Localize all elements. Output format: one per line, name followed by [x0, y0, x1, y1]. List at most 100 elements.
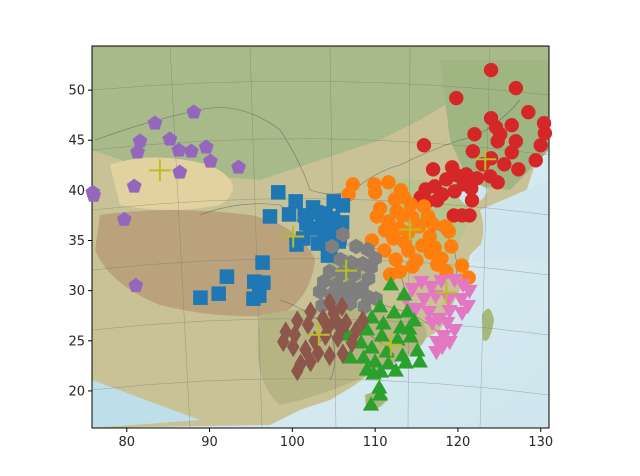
y-tick-label: 45 [68, 134, 85, 149]
data-point [465, 144, 481, 159]
data-point [147, 115, 163, 130]
axis-ticks: 80 90 100 110 120 130 20 25 30 35 40 45 50 [68, 84, 553, 450]
x-tick-label: 100 [280, 435, 305, 450]
data-point [281, 207, 297, 222]
data-point [339, 312, 353, 334]
data-point [219, 269, 235, 284]
data-point [405, 259, 420, 274]
data-point [404, 282, 421, 298]
data-point [311, 342, 325, 364]
data-point [497, 157, 512, 172]
data-point [336, 343, 350, 365]
taklamakan-desert [110, 157, 233, 210]
x-tick-label: 90 [201, 435, 218, 450]
data-point [504, 117, 519, 133]
x-tick-label: 120 [446, 435, 471, 450]
data-point [286, 336, 300, 358]
centroid-cross [379, 333, 402, 356]
data-point [246, 291, 261, 306]
data-point [367, 185, 383, 200]
data-point [382, 276, 400, 291]
data-point [381, 175, 396, 190]
data-point [345, 332, 359, 354]
bay-of-bengal [92, 380, 200, 428]
data-point [395, 286, 413, 301]
data-point [521, 104, 536, 120]
data-point [130, 144, 145, 159]
data-point [416, 138, 432, 153]
centroid-cross [148, 159, 171, 182]
data-point [358, 361, 376, 376]
data-point [363, 339, 381, 354]
data-point [319, 325, 332, 347]
y-tick-label: 30 [68, 284, 85, 299]
data-point [349, 238, 363, 255]
data-point [371, 298, 389, 313]
series-pentagon [85, 104, 246, 292]
data-point [295, 231, 311, 246]
data-point [409, 342, 426, 357]
centroid-cross [435, 281, 458, 304]
y-tick-label: 20 [68, 384, 85, 399]
centroid-cross [398, 218, 421, 241]
data-point [533, 138, 548, 153]
centroid-cross [335, 259, 358, 282]
data-point [380, 355, 397, 370]
data-point [397, 354, 415, 369]
data-point [288, 194, 303, 209]
data-point [262, 209, 278, 224]
data-point [375, 315, 392, 330]
data-point [373, 327, 391, 342]
data-point [126, 178, 142, 193]
data-point [399, 303, 416, 318]
data-point [490, 133, 505, 149]
centroid-cross [307, 323, 330, 346]
data-point [325, 238, 339, 255]
data-point [304, 351, 317, 373]
data-point [276, 331, 290, 353]
data-point [309, 205, 324, 220]
y-tick-label: 40 [68, 184, 85, 199]
data-point [85, 184, 101, 199]
data-point [425, 162, 441, 177]
data-point [528, 153, 544, 168]
data-point [162, 131, 178, 146]
data-point [411, 353, 429, 368]
data-point [430, 312, 448, 328]
centroid-cross [282, 225, 305, 248]
data-point [400, 320, 418, 335]
data-point [508, 80, 524, 96]
data-point [462, 208, 477, 223]
data-point [255, 255, 270, 270]
y-tick-label: 35 [68, 234, 85, 249]
data-point [441, 304, 458, 320]
data-point [454, 258, 470, 273]
data-point [464, 193, 480, 208]
data-point [490, 175, 505, 190]
data-point [439, 172, 454, 187]
data-point [433, 274, 450, 290]
data-point [247, 274, 262, 289]
data-point [331, 327, 345, 349]
centroid-markers [148, 148, 497, 356]
data-point [291, 360, 304, 382]
data-point [444, 239, 459, 254]
data-point [453, 306, 471, 322]
data-point [449, 90, 464, 106]
data-point [447, 184, 462, 199]
data-point [467, 126, 482, 142]
x-tick-label: 80 [118, 435, 135, 450]
centroid-cross [474, 148, 497, 171]
data-point [172, 164, 188, 179]
data-point [366, 353, 384, 368]
series-circle [341, 175, 476, 285]
data-point [203, 153, 218, 168]
data-point [336, 226, 350, 243]
data-point [461, 284, 478, 300]
data-point [171, 142, 187, 157]
data-point [423, 280, 440, 296]
data-point [475, 157, 491, 172]
data-point [186, 104, 202, 119]
data-point [231, 159, 246, 174]
